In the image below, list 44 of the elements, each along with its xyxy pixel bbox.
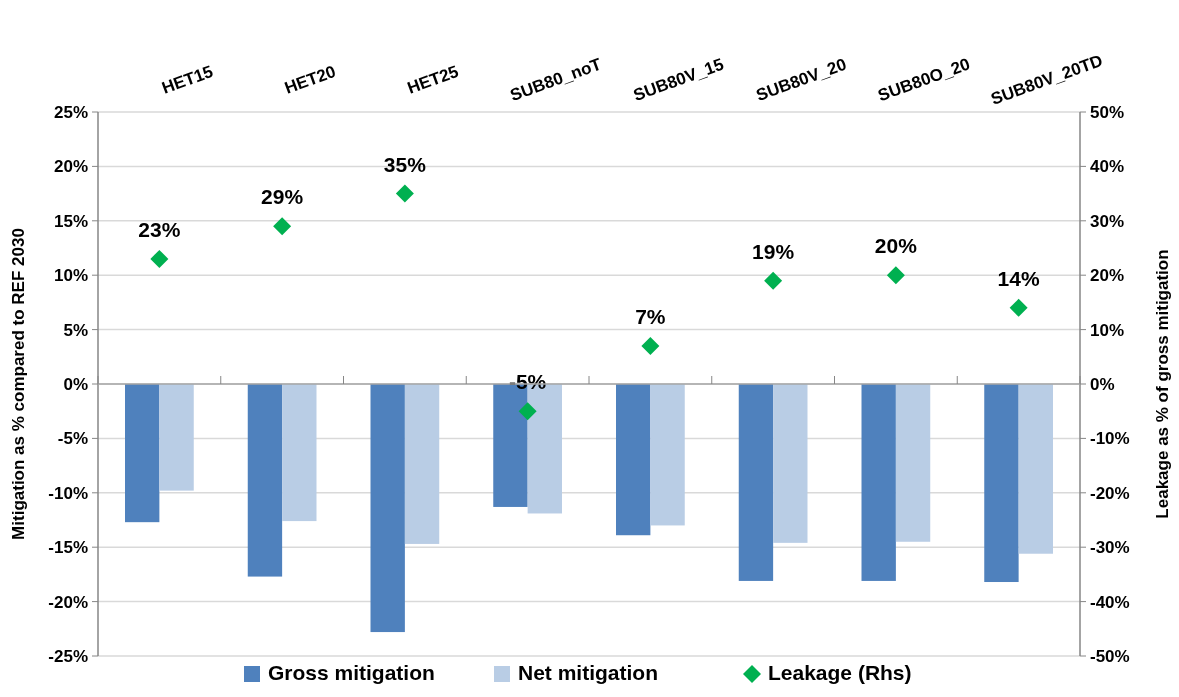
y2-tick-label: 30% bbox=[1090, 211, 1125, 231]
point bbox=[273, 217, 292, 236]
y-tick-label: 0% bbox=[63, 374, 88, 394]
legend-label: Gross mitigation bbox=[268, 661, 435, 684]
y-tick-label: 15% bbox=[53, 211, 88, 231]
x-tick-label: HET20 bbox=[282, 61, 339, 98]
data-label: 20% bbox=[874, 234, 918, 258]
point bbox=[641, 336, 660, 355]
data-label: -5% bbox=[508, 370, 547, 394]
y-tick-label: -5% bbox=[57, 429, 88, 449]
y2-tick-label: -10% bbox=[1090, 429, 1130, 449]
y-tick-label: 20% bbox=[53, 157, 88, 177]
y2-tick-label: 20% bbox=[1090, 266, 1125, 286]
y-tick-label: 5% bbox=[63, 320, 88, 340]
y2-tick-label: -50% bbox=[1090, 646, 1130, 666]
data-label: 29% bbox=[261, 185, 304, 209]
point bbox=[518, 402, 537, 421]
point bbox=[1009, 298, 1028, 317]
y2-tick-label: -40% bbox=[1090, 592, 1130, 612]
data-label: 23% bbox=[138, 217, 181, 241]
y2-tick-label: 50% bbox=[1090, 102, 1125, 122]
y-tick-label: 25% bbox=[53, 102, 88, 122]
point bbox=[150, 249, 169, 268]
y2-tick-label: 40% bbox=[1090, 157, 1125, 177]
y-tick-label: -10% bbox=[48, 483, 88, 503]
y-tick-label: -20% bbox=[48, 592, 88, 612]
y2-tick-label: -20% bbox=[1090, 483, 1130, 503]
legend-label: Leakage (Rhs) bbox=[768, 661, 912, 684]
data-label: 19% bbox=[752, 239, 795, 263]
y-axis-title: Mitigation as % compared to REF 2030 bbox=[9, 228, 28, 540]
y-tick-label: -15% bbox=[48, 538, 88, 558]
y-tick-label: 10% bbox=[53, 266, 88, 286]
y2-tick-label: 0% bbox=[1090, 374, 1115, 394]
point bbox=[764, 271, 783, 290]
data-label: 35% bbox=[383, 152, 427, 176]
point bbox=[886, 266, 905, 285]
legend-label: Net mitigation bbox=[518, 661, 658, 684]
data-label: 14% bbox=[997, 266, 1040, 290]
data-label: 7% bbox=[635, 304, 666, 328]
y2-axis-title: Leakage as % of gross mitigation bbox=[1153, 249, 1172, 519]
y2-tick-label: -30% bbox=[1090, 538, 1130, 558]
y-tick-label: -25% bbox=[48, 646, 88, 666]
y2-tick-label: 10% bbox=[1090, 320, 1125, 340]
point bbox=[395, 184, 414, 203]
